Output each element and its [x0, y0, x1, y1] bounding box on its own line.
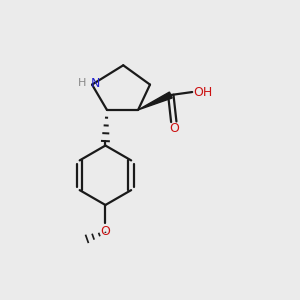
Polygon shape — [138, 92, 172, 110]
Text: N: N — [87, 76, 100, 90]
Text: O: O — [100, 225, 110, 238]
Text: O: O — [169, 122, 179, 135]
Text: H: H — [78, 78, 87, 88]
Text: OH: OH — [193, 85, 212, 98]
